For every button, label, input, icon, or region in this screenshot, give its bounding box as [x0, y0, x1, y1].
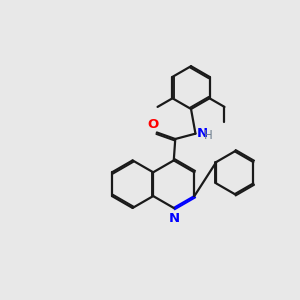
- Text: N: N: [169, 212, 180, 224]
- Text: O: O: [148, 118, 159, 131]
- Text: H: H: [204, 129, 212, 142]
- Text: N: N: [196, 127, 208, 140]
